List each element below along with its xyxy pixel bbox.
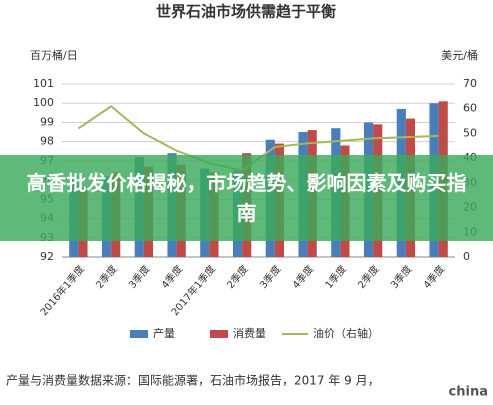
legend-swatch — [210, 330, 228, 338]
banner: 高香批发价格揭秘，市场趋势、影响因素及购买指南 — [0, 155, 493, 241]
y-tick-label: 100 — [33, 96, 54, 109]
legend-label: 产量 — [153, 326, 175, 340]
headline: 高香批发价格揭秘，市场趋势、影响因素及购买指南 — [26, 171, 467, 225]
y2-tick-label: 50 — [463, 126, 477, 139]
x-tick-label: 2016年1季度 — [37, 263, 87, 319]
legend-swatch — [130, 330, 148, 338]
y-tick-label: 99 — [40, 115, 54, 128]
x-tick-label: 2季度 — [93, 263, 120, 292]
y2-tick-label: 0 — [463, 250, 470, 263]
watermark: china — [449, 385, 488, 400]
y-tick-label: 101 — [33, 77, 54, 90]
x-tick-label: 4季度 — [420, 263, 447, 292]
x-tick-label: 3季度 — [126, 263, 153, 292]
y-tick-label: 98 — [40, 135, 54, 148]
x-tick-label: 2季度 — [224, 263, 251, 292]
chart-title: 世界石油市场供需趋于平衡 — [156, 3, 336, 21]
x-tick-label: 3季度 — [257, 263, 284, 292]
y-axis-label: 百万桶/日 — [30, 48, 78, 62]
source-note: 产量与消费量数据来源：国际能源署，石油市场报告，2017 年 9 月， — [6, 373, 380, 388]
y2-axis-label: 美元/桶 — [441, 48, 478, 62]
legend-label: 消费量 — [233, 326, 266, 340]
y-tick-label: 92 — [40, 250, 54, 263]
x-tick-label: 4季度 — [158, 263, 185, 292]
y2-tick-label: 60 — [463, 102, 477, 115]
x-tick-label: 1季度 — [322, 263, 349, 292]
y2-tick-label: 70 — [463, 77, 477, 90]
x-tick-label: 3季度 — [388, 263, 415, 292]
legend-label: 油价（右轴） — [313, 326, 379, 340]
x-tick-label: 4季度 — [289, 263, 316, 292]
x-tick-label: 2季度 — [355, 263, 382, 292]
